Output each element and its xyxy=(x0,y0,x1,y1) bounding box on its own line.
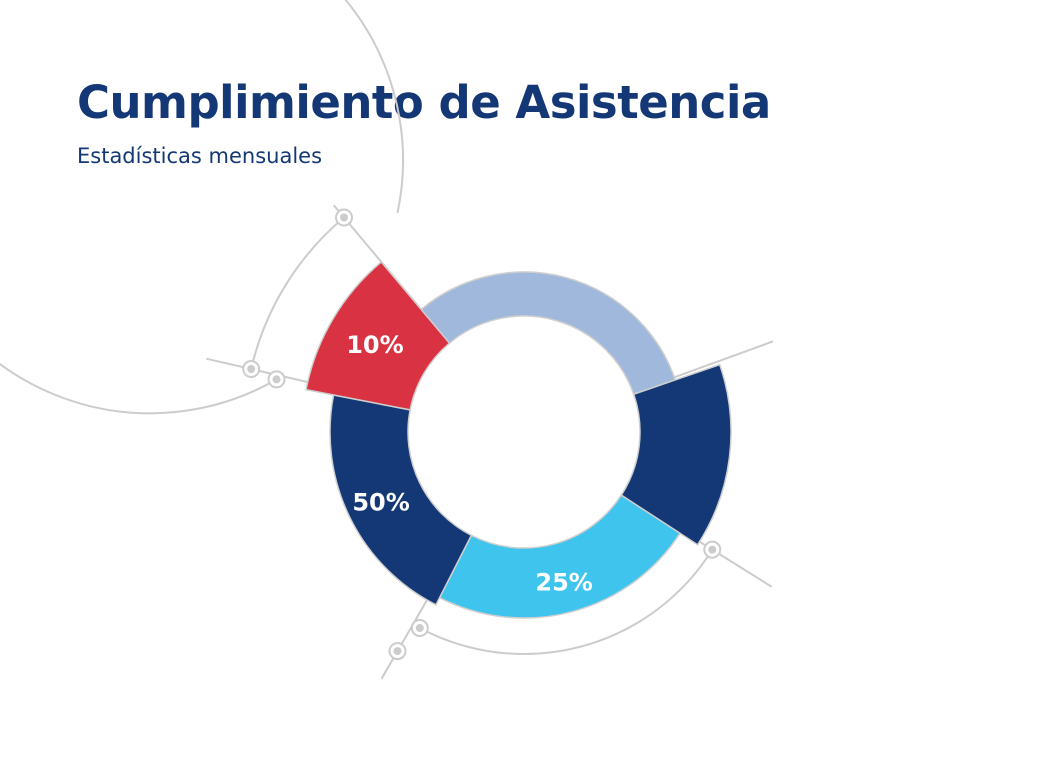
guide-marker-dot xyxy=(393,647,402,656)
guide-arc xyxy=(250,216,345,370)
segment-label: 25% xyxy=(535,569,592,597)
guide-arc xyxy=(419,549,714,655)
guide-marker-dot xyxy=(708,545,717,554)
donut-segment xyxy=(305,260,451,411)
donut-segment xyxy=(329,394,473,606)
guide-arc xyxy=(0,0,405,415)
chart-title: Cumplimiento de Asistencia xyxy=(77,76,771,129)
segment-label: 10% xyxy=(346,331,403,359)
donut-segment xyxy=(620,363,732,546)
donut-segment xyxy=(420,271,677,396)
guide-marker-dot xyxy=(247,365,256,374)
guide-marker-dot xyxy=(415,624,424,633)
segment-label: 50% xyxy=(352,489,409,517)
donut-segment xyxy=(438,494,682,619)
chart-subtitle: Estadísticas mensuales xyxy=(77,144,323,168)
guide-marker-dot xyxy=(340,213,349,222)
guide-marker-dot xyxy=(272,375,281,384)
